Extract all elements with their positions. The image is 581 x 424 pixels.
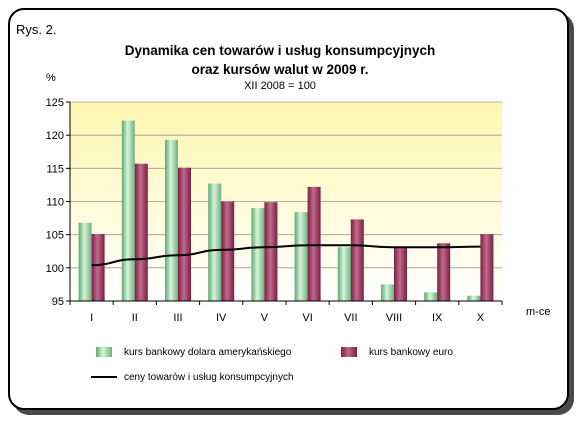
bar-dollar xyxy=(381,284,394,301)
x-axis-unit: m-ce xyxy=(526,306,551,318)
bar-euro xyxy=(91,234,105,301)
x-tick-label: II xyxy=(132,312,138,324)
x-tick-label: VII xyxy=(344,312,357,324)
bar-euro xyxy=(480,234,494,301)
y-axis-unit: % xyxy=(46,72,56,84)
x-tick-label: X xyxy=(477,312,485,324)
bar-dollar xyxy=(165,139,178,301)
bar-euro xyxy=(437,243,451,301)
legend-marks xyxy=(91,347,357,378)
bar-euro xyxy=(394,247,407,301)
x-tick-label: I xyxy=(90,312,93,324)
cpi-line-group xyxy=(91,244,481,267)
bar-euro xyxy=(307,186,321,301)
x-tick-label: V xyxy=(261,312,269,324)
bar-euro xyxy=(134,163,148,301)
y-tick-label: 125 xyxy=(46,97,64,109)
chart-subtitle: XII 2008 = 100 xyxy=(244,80,316,92)
y-tick-label: 115 xyxy=(46,163,64,175)
chart-title: Dynamika cen towarów i usług konsumpcyjn… xyxy=(124,43,436,58)
bar-euro xyxy=(178,167,191,301)
legend-swatch-euro xyxy=(341,347,357,357)
bar-dollar xyxy=(121,120,135,301)
bar-dollar xyxy=(337,247,351,301)
x-tick-label: III xyxy=(173,312,182,324)
bar-dollar xyxy=(294,212,308,301)
bar-dollar xyxy=(467,295,481,301)
legend-label-euro: kurs bankowy euro xyxy=(369,347,453,358)
bars-group xyxy=(78,120,494,301)
figure-label: Rys. 2. xyxy=(16,22,57,37)
x-tick-label: VIII xyxy=(386,312,403,324)
bar-dollar xyxy=(78,222,92,301)
y-tick-label: 95 xyxy=(52,296,64,308)
x-tick-label: IV xyxy=(216,312,227,324)
bar-dollar xyxy=(208,183,222,301)
y-tick-label: 120 xyxy=(46,130,64,142)
y-tick-label: 100 xyxy=(46,263,64,275)
bar-euro xyxy=(350,219,364,301)
chart-title-line2: oraz kursów walut w 2009 r. xyxy=(191,62,369,77)
legend-swatch-dollar xyxy=(96,347,112,357)
bar-euro xyxy=(264,202,278,301)
legend-label-dollar: kurs bankowy dolara amerykańskiego xyxy=(124,347,292,358)
x-tick-label: IX xyxy=(432,312,443,324)
y-tick-label: 110 xyxy=(46,197,64,209)
cpi-line xyxy=(91,244,481,267)
y-tick-label: 105 xyxy=(46,230,64,242)
bar-dollar xyxy=(251,208,265,301)
x-tick-label: VI xyxy=(302,312,312,324)
legend-label-cpi: ceny towarów i usług konsumpcyjnych xyxy=(124,372,294,383)
bar-euro xyxy=(221,201,235,301)
bar-dollar xyxy=(424,292,438,301)
